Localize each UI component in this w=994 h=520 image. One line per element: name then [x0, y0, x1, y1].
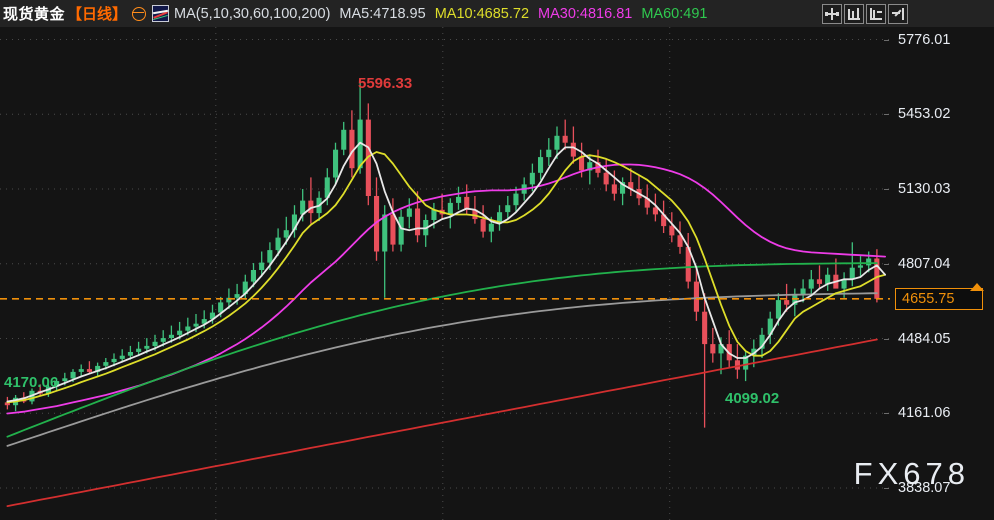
- chart-shift-right-icon[interactable]: [888, 4, 908, 24]
- low-annotation-right: 4099.02: [725, 390, 780, 407]
- ma60-value: MA60:491: [641, 5, 708, 22]
- symbol-label: 现货黄金: [3, 6, 66, 23]
- chart-right-align-icon[interactable]: [866, 4, 886, 24]
- price-tick-label: 3838.07: [898, 480, 951, 496]
- crossed-circle-icon[interactable]: [132, 6, 147, 21]
- price-tick-label: 4484.05: [898, 330, 951, 347]
- price-tick-mark: [884, 189, 889, 190]
- current-price-arrow-icon: [970, 282, 984, 291]
- price-tick-mark: [884, 338, 889, 340]
- period-label: 【日线】: [67, 6, 128, 23]
- price-axis[interactable]: 5776.01 5453.02 5130.03 4807.04 4484.05 4161.…: [884, 27, 994, 520]
- price-tick-mark: [884, 413, 889, 415]
- ma-chart-icon[interactable]: [152, 5, 170, 22]
- crosshair-tool-icon[interactable]: [822, 4, 842, 24]
- chart-left-align-icon[interactable]: [844, 4, 864, 24]
- ma-settings-label[interactable]: MA(5,10,30,60,100,200): [174, 5, 331, 22]
- price-tick-mark: [884, 488, 889, 489]
- high-annotation: 5596.33: [358, 75, 413, 92]
- price-tick-mark: [884, 114, 889, 116]
- chart-toolbar: [822, 4, 908, 24]
- chart-svg: [0, 27, 890, 520]
- price-tick-label: 4807.04: [898, 255, 951, 272]
- price-tick-label: 4161.06: [898, 405, 951, 422]
- low-annotation-left: 4170.06: [4, 374, 59, 391]
- candlestick-plot[interactable]: 5596.33 4170.06 4099.02: [0, 27, 890, 520]
- ma5-value: MA5:4718.95: [339, 5, 426, 22]
- watermark-label: FX678: [853, 456, 970, 491]
- price-tick-mark: [884, 39, 889, 41]
- ma30-value: MA30:4816.81: [538, 5, 633, 22]
- price-tick-label: 5453.02: [898, 106, 951, 123]
- price-tick-label: 5130.03: [898, 181, 951, 197]
- current-price-badge[interactable]: 4655.75: [895, 287, 983, 310]
- price-tick-mark: [884, 263, 889, 265]
- price-tick-label: 5776.01: [898, 31, 951, 48]
- ma10-value: MA10:4685.72: [434, 5, 530, 22]
